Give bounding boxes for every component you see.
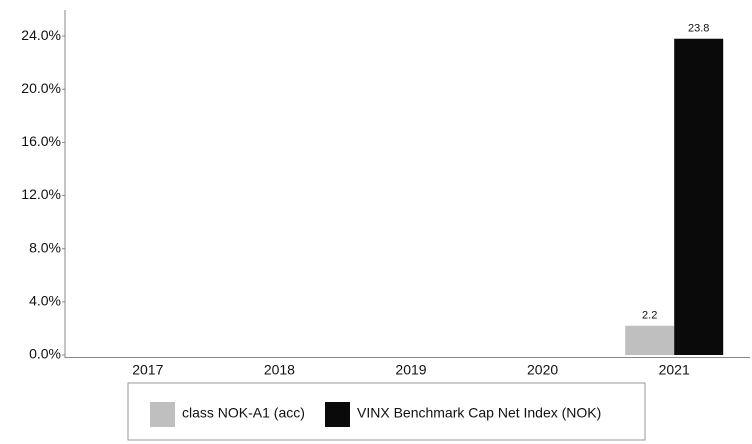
- x-tick-label: 2017: [132, 362, 163, 378]
- y-tick-label: 20.0%: [21, 80, 61, 96]
- legend-swatch: [150, 402, 175, 427]
- y-tick-label: 16.0%: [21, 133, 61, 149]
- legend-swatch: [325, 402, 350, 427]
- y-tick-label: 4.0%: [29, 293, 61, 309]
- bar: [625, 325, 675, 355]
- y-tick-label: 0.0%: [29, 346, 61, 362]
- bar: [674, 38, 724, 355]
- y-tick-label: 8.0%: [29, 239, 61, 255]
- legend-label: VINX Benchmark Cap Net Index (NOK): [357, 405, 601, 421]
- y-tick-label: 12.0%: [21, 186, 61, 202]
- y-tick-label: 24.0%: [21, 27, 61, 43]
- value-label: 23.8: [688, 23, 709, 35]
- legend-box: [127, 382, 646, 441]
- x-tick-label: 2021: [659, 362, 690, 378]
- x-tick-label: 2020: [527, 362, 558, 378]
- x-tick-label: 2019: [395, 362, 426, 378]
- legend-label: class NOK-A1 (acc): [182, 405, 305, 421]
- value-label: 2.2: [642, 310, 657, 322]
- x-tick-label: 2018: [264, 362, 295, 378]
